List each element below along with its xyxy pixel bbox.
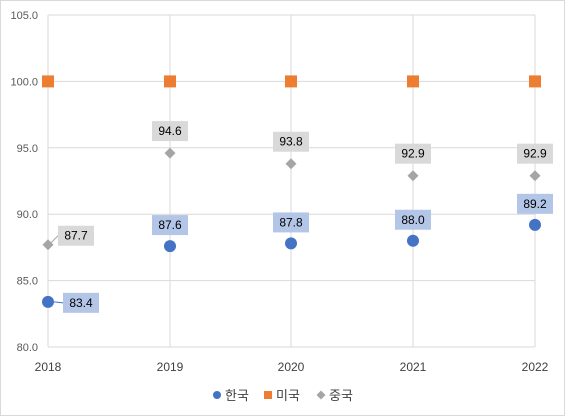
kr-point: [529, 218, 541, 231]
y-tick-label: 90.0: [17, 209, 38, 221]
cn-point: [529, 170, 541, 182]
kr-data-label: 83.4: [69, 296, 93, 310]
cn-data-label-box: [58, 225, 94, 246]
cn-point: [407, 170, 419, 182]
cn-data-label: 92.9: [523, 147, 547, 161]
x-tick-label: 2021: [400, 360, 427, 374]
kr-point: [164, 240, 176, 253]
x-tick-label: 2020: [278, 360, 305, 374]
legend-marker: [264, 391, 272, 399]
y-tick-label: 95.0: [17, 143, 38, 155]
cn-data-label: 93.8: [279, 135, 303, 149]
kr-data-label: 88.0: [401, 213, 425, 227]
kr-point: [42, 295, 54, 308]
cn-point: [285, 158, 297, 170]
leader-line: [49, 235, 59, 245]
us-point: [42, 75, 54, 88]
cn-point: [164, 147, 176, 159]
kr-data-label-box: [152, 215, 188, 236]
us-point: [285, 75, 297, 88]
kr-data-label: 87.6: [158, 218, 182, 232]
cn-data-label: 94.6: [158, 124, 182, 138]
kr-data-label: 87.8: [279, 215, 303, 229]
y-tick-label: 105.0: [10, 10, 38, 22]
us-point: [407, 75, 419, 88]
legend-marker: [213, 391, 221, 399]
kr-data-label-box: [63, 292, 99, 313]
legend-label: 중국: [329, 388, 353, 403]
cn-data-label-box: [273, 131, 309, 152]
x-tick-label: 2019: [157, 360, 184, 374]
cn-data-label-box: [517, 143, 553, 164]
kr-data-label-box: [395, 209, 431, 230]
cn-data-label-box: [152, 121, 188, 142]
kr-data-label: 89.2: [523, 197, 547, 211]
us-point: [529, 75, 541, 88]
kr-point: [407, 234, 419, 247]
y-tick-label: 85.0: [17, 276, 38, 288]
cn-data-label: 87.7: [64, 229, 88, 243]
x-tick-label: 2022: [522, 360, 549, 374]
leader-line: [53, 301, 64, 304]
legend-marker: [316, 390, 326, 400]
legend-label: 미국: [276, 388, 300, 403]
us-point: [164, 75, 176, 88]
cn-data-label-box: [395, 143, 431, 164]
y-tick-label: 80.0: [17, 342, 38, 354]
cn-data-label: 92.9: [401, 147, 425, 161]
y-tick-label: 100.0: [10, 76, 38, 88]
kr-data-label-box: [517, 193, 553, 214]
kr-data-label-box: [273, 212, 309, 233]
x-tick-label: 2018: [35, 360, 62, 374]
cn-point: [42, 239, 54, 251]
legend-label: 한국: [225, 388, 249, 403]
kr-point: [285, 237, 297, 250]
